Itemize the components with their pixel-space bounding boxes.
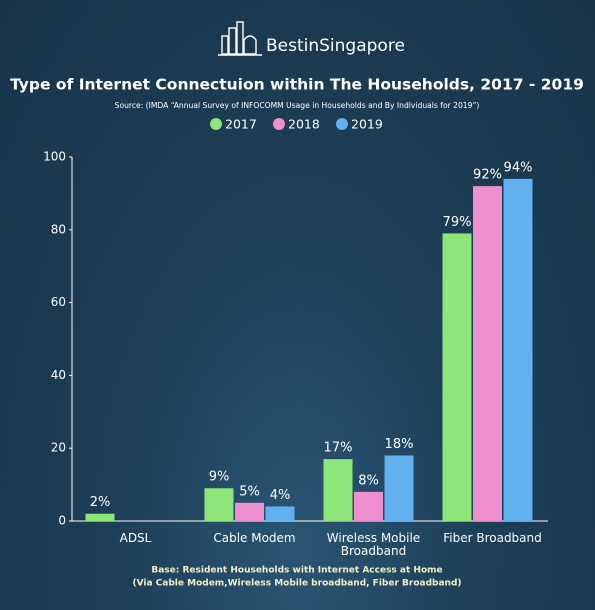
value-label: 9% — [209, 470, 230, 485]
chart-subtitle: Source: (IMDA “Annual Survey of INFOCOMM… — [115, 101, 480, 110]
legend-label: 2018 — [288, 117, 320, 132]
legend-marker — [210, 118, 222, 130]
value-label: 17% — [324, 441, 353, 456]
bar — [265, 506, 295, 521]
brand: BestinSingapore — [266, 36, 405, 56]
bar — [503, 178, 533, 521]
x-tick-label: ADSL — [119, 531, 152, 545]
legend-label: 2019 — [351, 117, 383, 132]
bar — [354, 491, 383, 521]
chart-title: Type of Internet Connectuion within The … — [10, 76, 584, 94]
legend-marker — [273, 118, 285, 130]
legend-label: 2017 — [225, 117, 257, 132]
value-label: 8% — [358, 473, 379, 488]
logo-icon — [218, 21, 262, 56]
value-label: 92% — [473, 168, 502, 183]
y-tick-label: 100 — [43, 150, 66, 164]
bar — [442, 233, 472, 521]
value-label: 5% — [239, 484, 260, 499]
x-tick-label: Cable Modem — [213, 531, 296, 545]
value-label: 18% — [385, 437, 414, 452]
bar — [235, 502, 264, 521]
value-label: 4% — [270, 488, 291, 503]
bar — [85, 513, 115, 521]
y-tick-label: 40 — [51, 368, 66, 382]
x-tick-label: Fiber Broadband — [443, 531, 542, 545]
legend-marker — [336, 118, 348, 130]
y-tick-label: 80 — [51, 222, 66, 236]
bar — [204, 488, 234, 521]
footnote: Base: Resident Households with Internet … — [151, 566, 442, 576]
bar — [323, 459, 353, 521]
value-label: 79% — [443, 215, 472, 230]
value-label: 94% — [504, 160, 533, 175]
value-label: 2% — [90, 495, 111, 510]
y-tick-label: 0 — [58, 514, 66, 528]
y-tick-label: 20 — [51, 441, 66, 455]
y-tick-label: 60 — [51, 295, 66, 309]
bar — [473, 186, 502, 521]
footnote: (Via Cable Modem,Wireless Mobile broadba… — [132, 579, 461, 589]
bar — [384, 455, 414, 521]
x-tick-label: Wireless Mobile Broadband — [326, 531, 421, 558]
